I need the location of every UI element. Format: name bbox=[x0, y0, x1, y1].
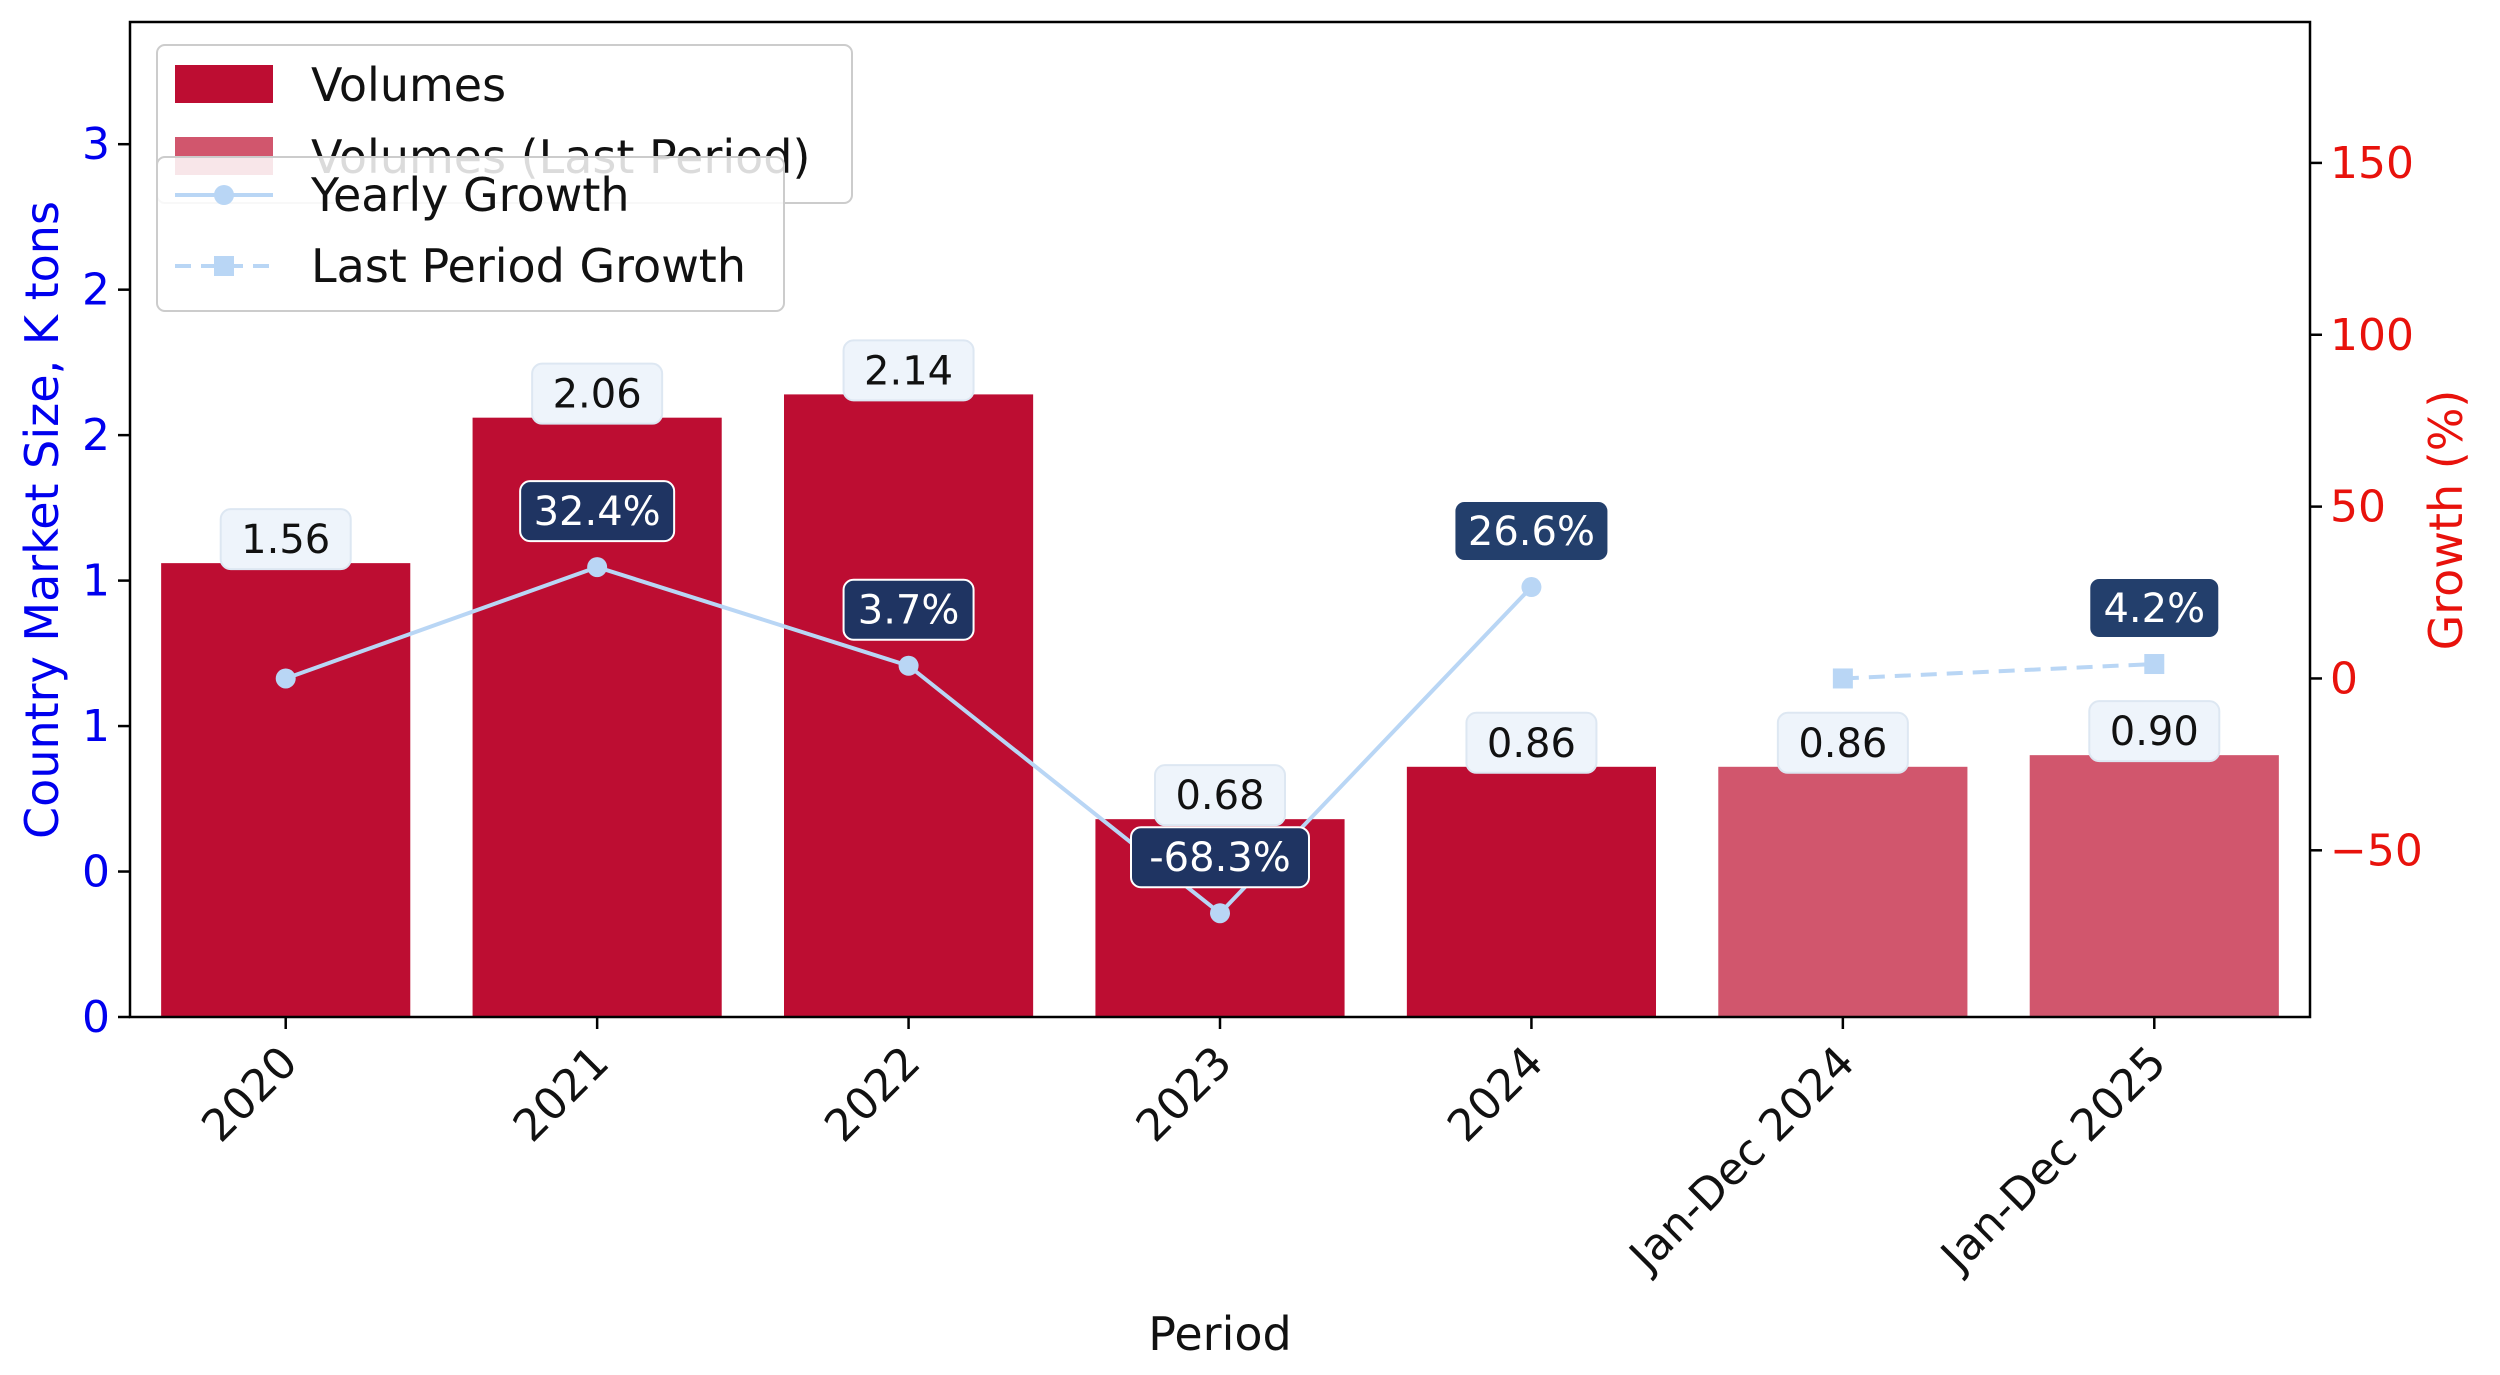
legend-label: Last Period Growth bbox=[311, 239, 746, 293]
growth-label: 4.2% bbox=[2088, 577, 2221, 640]
value-label: 0.86 bbox=[1465, 711, 1598, 774]
growth-label: 3.7% bbox=[842, 578, 975, 641]
bar-jan-dec-2025 bbox=[2029, 755, 2279, 1017]
value-label-box bbox=[842, 339, 975, 402]
y-tick-label: 1 bbox=[82, 556, 110, 607]
x-axis-title: Period bbox=[1148, 1307, 1291, 1361]
x-tick-label: 2024 bbox=[1438, 1037, 1553, 1152]
value-label: 2.06 bbox=[531, 362, 664, 425]
growth-label: 26.6% bbox=[1453, 500, 1610, 563]
legend-frame bbox=[156, 156, 785, 312]
y-tick-label: 2 bbox=[82, 265, 110, 316]
legend-label: Volumes bbox=[311, 58, 506, 112]
y-tick-label: 0 bbox=[82, 992, 110, 1043]
y-axis-title: Country Market Size, K tons bbox=[15, 201, 69, 839]
growth-marker bbox=[898, 655, 919, 676]
bars-layer bbox=[161, 394, 2279, 1018]
value-label-text: 0.68 bbox=[1175, 773, 1264, 819]
growth-label-box bbox=[1130, 826, 1310, 889]
growth-marker bbox=[1521, 577, 1542, 598]
legend-label: Yearly Growth bbox=[310, 168, 630, 222]
bar-2024 bbox=[1406, 766, 1656, 1017]
x-tick-label: 2022 bbox=[815, 1037, 930, 1152]
growth-label-box bbox=[2088, 577, 2221, 640]
y2-tick-label: 50 bbox=[2330, 482, 2386, 533]
growth-marker bbox=[1210, 903, 1230, 924]
value-label: 2.14 bbox=[842, 339, 975, 402]
growth-label: 32.4% bbox=[519, 480, 676, 543]
value-label-text: 0.90 bbox=[2110, 709, 2199, 755]
value-label-text: 0.86 bbox=[1798, 721, 1887, 767]
value-label-box bbox=[2088, 700, 2221, 763]
value-label: 0.86 bbox=[1776, 711, 1909, 774]
growth-marker bbox=[587, 557, 608, 578]
value-label-text: 1.56 bbox=[241, 517, 330, 563]
value-label-text: 0.86 bbox=[1487, 721, 1576, 767]
legend: VolumesVolumes (Last Period)Yearly Growt… bbox=[156, 44, 853, 312]
y2-axis-title: Growth (%) bbox=[2419, 390, 2473, 651]
y2-tick-label: 100 bbox=[2330, 310, 2414, 361]
growth-label-text: 26.6% bbox=[1468, 509, 1595, 555]
growth-lines-layer bbox=[275, 557, 2165, 924]
y-tick-label: 1 bbox=[82, 701, 110, 752]
legend-lines: Yearly Growth Last Period Growth bbox=[156, 156, 785, 312]
value-label-box bbox=[219, 508, 352, 571]
bar-jan-dec-2024 bbox=[1718, 766, 1968, 1017]
growth-label-box bbox=[842, 578, 975, 641]
value-label-box bbox=[1154, 764, 1286, 827]
x-tick-label: 2020 bbox=[192, 1037, 307, 1152]
growth-label-text: -68.3% bbox=[1149, 835, 1291, 881]
growth-label-text: 4.2% bbox=[2103, 586, 2205, 632]
bar-2020 bbox=[161, 563, 411, 1017]
bar-2022 bbox=[784, 394, 1034, 1017]
y-tick-label: 2 bbox=[82, 410, 110, 461]
value-label-text: 2.14 bbox=[864, 348, 953, 394]
y2-tick-label: −50 bbox=[2330, 825, 2423, 876]
value-label-box bbox=[531, 362, 664, 425]
growth-label-box bbox=[1453, 500, 1610, 563]
value-label-text: 2.06 bbox=[553, 372, 642, 418]
last-period-growth-line bbox=[1842, 662, 2155, 681]
value-label: 0.68 bbox=[1154, 764, 1286, 827]
growth-label-box bbox=[519, 480, 676, 543]
x-tick-label: Jan-Dec 2024 bbox=[1618, 1037, 1865, 1284]
value-label-box bbox=[1776, 711, 1909, 774]
legend-marker bbox=[214, 185, 234, 205]
y2-tick-label: 0 bbox=[2330, 653, 2358, 704]
value-label: 0.90 bbox=[2088, 700, 2221, 763]
growth-marker bbox=[2144, 654, 2165, 675]
y2-tick-label: 150 bbox=[2330, 138, 2414, 189]
legend-swatch bbox=[175, 65, 273, 103]
x-tick-label: 2023 bbox=[1127, 1037, 1242, 1152]
y-tick-label: 3 bbox=[82, 119, 110, 170]
growth-marker bbox=[1832, 668, 1853, 689]
growth-label-text: 3.7% bbox=[858, 588, 960, 634]
x-tick-label: Jan-Dec 2025 bbox=[1929, 1037, 2176, 1284]
growth-marker bbox=[275, 668, 296, 689]
legend-marker bbox=[214, 256, 234, 276]
x-tick-label: 2021 bbox=[504, 1037, 619, 1152]
value-label-box bbox=[1465, 711, 1598, 774]
y-tick-label: 0 bbox=[82, 847, 110, 898]
value-label: 1.56 bbox=[219, 508, 352, 571]
data-labels-layer: 1.56 2.06 2.14 0.68 0.86 0.86 0.90 32.4% 3.7% -68… bbox=[219, 339, 2221, 889]
growth-label: -68.3% bbox=[1130, 826, 1310, 889]
growth-label-text: 32.4% bbox=[534, 489, 661, 535]
